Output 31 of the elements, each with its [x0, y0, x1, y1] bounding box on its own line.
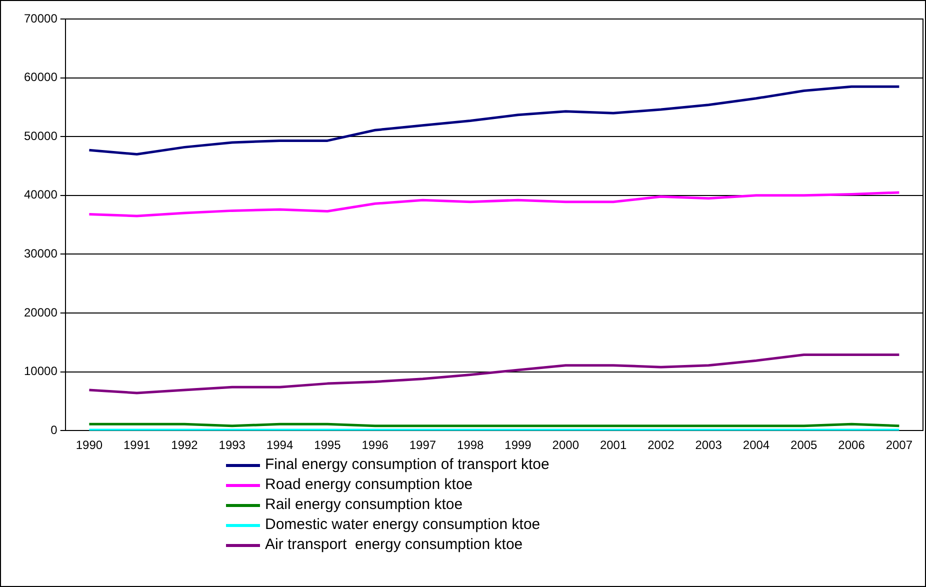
y-tick-label: 50000	[24, 128, 58, 143]
y-tick-label: 10000	[24, 364, 58, 378]
x-tick-label: 2007	[886, 438, 913, 452]
x-tick-label: 2002	[648, 438, 675, 452]
x-tick-label: 1997	[409, 438, 436, 452]
legend-label: Final energy consumption of transport ktoe	[265, 455, 550, 475]
x-tick-label: 1994	[266, 438, 294, 452]
legend-label: Road energy consumption ktoe	[265, 475, 473, 495]
x-tick-label: 1991	[123, 438, 151, 452]
legend-label: Domestic water energy consumption ktoe	[265, 515, 540, 535]
x-tick-label: 2005	[790, 438, 818, 452]
x-tick-label: 2000	[552, 438, 580, 452]
x-tick-label: 1992	[171, 438, 198, 452]
y-tick-label: 20000	[24, 305, 58, 320]
x-tick-label: 1993	[218, 438, 246, 452]
x-tick-label: 2001	[600, 438, 627, 452]
y-tick-label: 0	[50, 422, 58, 437]
x-tick-label: 2003	[695, 438, 722, 452]
x-tick-label: 2006	[838, 438, 866, 452]
y-tick-label: 30000	[24, 246, 58, 261]
x-tick-label: 2004	[742, 438, 770, 452]
legend-label: Air transport energy consumption ktoe	[265, 535, 523, 555]
x-tick-label: 1999	[504, 438, 532, 452]
x-tick-label: 1998	[457, 438, 484, 452]
y-tick-label: 40000	[24, 188, 58, 202]
x-tick-label: 1990	[76, 438, 103, 452]
x-tick-label: 1996	[362, 438, 389, 452]
legend-label: Rail energy consumption ktoe	[265, 495, 463, 515]
x-tick-label: 1995	[314, 438, 342, 452]
y-tick-label: 70000	[24, 11, 58, 26]
y-tick-label: 60000	[24, 70, 58, 84]
